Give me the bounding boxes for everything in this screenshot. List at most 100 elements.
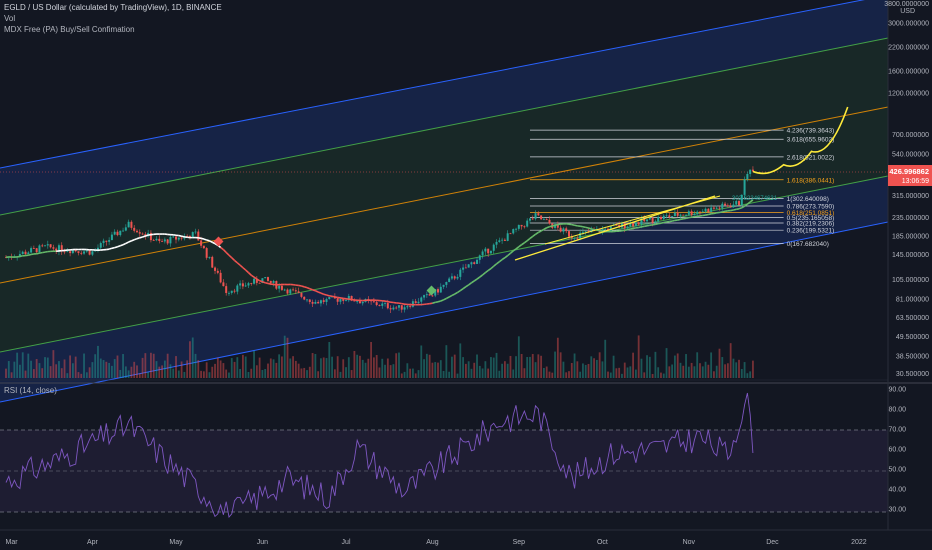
volume-bar <box>169 364 172 378</box>
volume-bar <box>545 366 548 378</box>
volume-bar <box>431 362 434 378</box>
volume-bar <box>442 370 445 378</box>
candle-body <box>693 213 696 215</box>
rsi-pane[interactable] <box>0 392 888 518</box>
volume-bar <box>16 352 19 378</box>
volume-bar <box>648 356 651 378</box>
candle-body <box>542 219 545 221</box>
volume-bar <box>598 352 601 378</box>
volume-legend[interactable]: Vol <box>4 14 16 23</box>
ma-segment <box>579 225 584 228</box>
price-tick-label: 700.000000 <box>892 132 929 139</box>
rsi-tick-label: 40.00 <box>888 487 906 494</box>
candle-body <box>202 245 205 249</box>
candle-body <box>431 295 434 297</box>
candle-body <box>272 281 275 283</box>
volume-bar <box>451 356 453 378</box>
candle-body <box>712 207 715 209</box>
ma-segment <box>476 276 481 280</box>
candle-body <box>5 257 7 259</box>
volume-bar <box>498 370 501 378</box>
volume-bar <box>573 353 576 378</box>
candle-body <box>241 283 244 287</box>
fib-level-label: 0.382(219.2306) <box>787 221 835 228</box>
trend-line-breakout[interactable] <box>544 195 721 245</box>
candle-body <box>21 251 24 255</box>
ma-segment <box>306 286 311 290</box>
candle-body <box>450 276 453 279</box>
ma-segment <box>225 251 230 256</box>
candle-body <box>386 303 389 309</box>
volume-bar <box>740 368 743 378</box>
volume-bar <box>150 352 152 378</box>
ma-segment <box>262 281 266 284</box>
ma-segment <box>507 252 511 257</box>
candle-body <box>280 285 283 290</box>
volume-bar <box>214 363 216 378</box>
fib-retracement[interactable]: 4.236(739.3643) 3.618(655.9602) 2.618(521.… <box>529 128 835 248</box>
volume-bar <box>60 368 63 378</box>
ma-segment <box>448 294 453 298</box>
ma-segment <box>28 253 32 256</box>
candle-body <box>297 291 300 293</box>
indicator-legend[interactable]: MDX Free (PA) Buy/Sell Confimation <box>4 25 135 34</box>
volume-bar <box>425 353 428 378</box>
volume-bar <box>484 361 487 378</box>
volume-bar <box>395 353 398 378</box>
candle-body <box>673 212 676 217</box>
rsi-legend[interactable]: RSI (14, close) <box>4 386 57 395</box>
regression-channel[interactable] <box>0 0 889 403</box>
price-tick-label: 38.500000 <box>896 353 929 360</box>
candle-body <box>361 301 364 304</box>
volume-bar <box>654 351 657 378</box>
candle-body <box>498 240 501 242</box>
volume-bar <box>147 372 150 378</box>
volume-bar <box>389 365 392 378</box>
volume-bar <box>333 369 336 378</box>
ma-segment <box>256 278 261 282</box>
price-tick-label: 30.500000 <box>896 371 929 378</box>
candle-body <box>565 228 568 232</box>
candle-body <box>545 219 548 221</box>
volume-bar <box>721 357 724 378</box>
fib-level-label: 1(302.640098) <box>787 196 829 203</box>
candle-body <box>743 179 746 195</box>
trend-lines[interactable]: 302.6234674631 <box>514 195 778 261</box>
volume-bar <box>459 343 462 378</box>
rsi-axis[interactable]: 90.00 80.00 70.00 60.00 50.00 40.00 30.00 <box>888 387 906 514</box>
volume-bar <box>448 371 451 378</box>
time-tick-label: May <box>169 539 183 546</box>
trend-line-label: 302.6234674631 <box>732 196 778 202</box>
volume-bar <box>570 363 573 378</box>
ma-segment <box>247 272 252 276</box>
candle-body <box>336 298 339 302</box>
ma-segment <box>301 285 305 288</box>
candle-body <box>233 290 236 292</box>
volume-bar <box>732 358 735 378</box>
price-axis-currency: USD <box>900 8 915 15</box>
volume-bar <box>685 354 687 378</box>
ma-segment <box>484 269 489 274</box>
ma-segment <box>334 296 338 299</box>
ma-segment <box>641 225 645 228</box>
time-axis[interactable]: Mar Apr May Jun Jul Aug Sep Oct Nov Dec 2022 <box>6 539 867 546</box>
volume-bar <box>509 355 512 378</box>
price-projection-curve[interactable] <box>752 106 849 175</box>
volume-bar <box>281 356 283 378</box>
volume-bar <box>311 353 314 378</box>
price-axis[interactable]: 3000.000000 2200.000000 1600.000000 1200.00… <box>888 21 929 379</box>
candle-body <box>269 280 272 283</box>
volume-bar <box>621 373 623 378</box>
volume-bar <box>342 359 345 378</box>
volume-bar <box>579 371 582 378</box>
volume-bar <box>325 358 328 378</box>
candle-body <box>283 289 286 291</box>
ma-segment <box>741 205 745 209</box>
candle-body <box>292 289 295 291</box>
ma-segment <box>738 207 743 210</box>
candle-body <box>300 292 303 297</box>
candle-body <box>38 245 41 253</box>
candle-body <box>214 267 217 271</box>
candle-body <box>69 251 72 254</box>
